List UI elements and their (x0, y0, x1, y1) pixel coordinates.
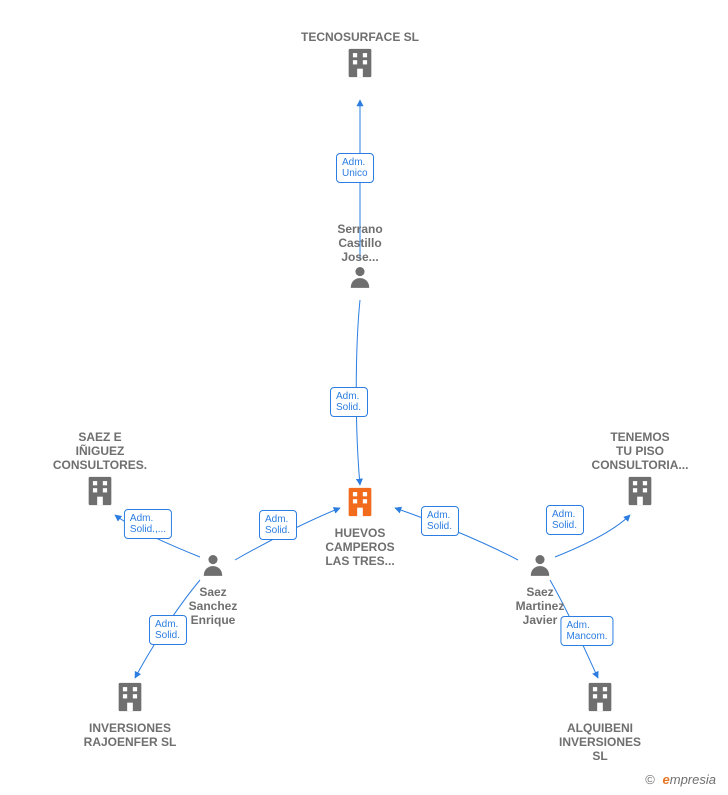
person-icon (527, 552, 553, 583)
node-center[interactable]: HUEVOS CAMPEROS LAS TRES... (300, 485, 420, 568)
building-icon (343, 46, 377, 85)
edge-label: Adm. Solid. (330, 387, 368, 417)
edge-label: Adm. Mancom. (560, 616, 613, 646)
node-label: TECNOSURFACE SL (301, 30, 419, 44)
person-icon (347, 264, 373, 295)
node-tecnosurface[interactable]: TECNOSURFACE SL (300, 30, 420, 85)
node-tenemos[interactable]: TENEMOS TU PISO CONSULTORIA... (580, 430, 700, 513)
node-label: Saez Sanchez Enrique (189, 585, 238, 627)
diagram-canvas: TECNOSURFACE SL Serrano Castillo Jose... H… (0, 0, 728, 795)
building-icon (113, 680, 147, 719)
node-label: HUEVOS CAMPEROS LAS TRES... (325, 526, 394, 568)
edge-label: Adm. Solid.,... (124, 509, 172, 539)
brand-first-letter: e (663, 772, 670, 787)
node-inv_rajoenfer[interactable]: INVERSIONES RAJOENFER SL (70, 680, 190, 749)
node-label: SAEZ E IÑIGUEZ CONSULTORES. (53, 430, 147, 472)
footer-credit: © empresia (645, 772, 716, 787)
edge-label: Adm. Unico (336, 153, 374, 183)
node-serrano[interactable]: Serrano Castillo Jose... (300, 220, 420, 295)
copyright-symbol: © (645, 772, 655, 787)
building-icon (623, 474, 657, 513)
node-label: TENEMOS TU PISO CONSULTORIA... (592, 430, 689, 472)
node-label: Serrano Castillo Jose... (337, 222, 382, 264)
building-icon (583, 680, 617, 719)
edge-label: Adm. Solid. (149, 615, 187, 645)
edge-label: Adm. Solid. (421, 506, 459, 536)
node-label: Saez Martinez Javier (516, 585, 565, 627)
brand-rest: mpresia (670, 772, 716, 787)
edge-label: Adm. Solid. (259, 510, 297, 540)
building-icon (83, 474, 117, 513)
node-label: ALQUIBENI INVERSIONES SL (559, 721, 641, 763)
node-alquibeni[interactable]: ALQUIBENI INVERSIONES SL (540, 680, 660, 763)
edge-label: Adm. Solid. (546, 505, 584, 535)
building-icon (343, 485, 377, 524)
node-saez_iniguez[interactable]: SAEZ E IÑIGUEZ CONSULTORES. (40, 430, 160, 513)
person-icon (200, 552, 226, 583)
node-label: INVERSIONES RAJOENFER SL (84, 721, 177, 749)
